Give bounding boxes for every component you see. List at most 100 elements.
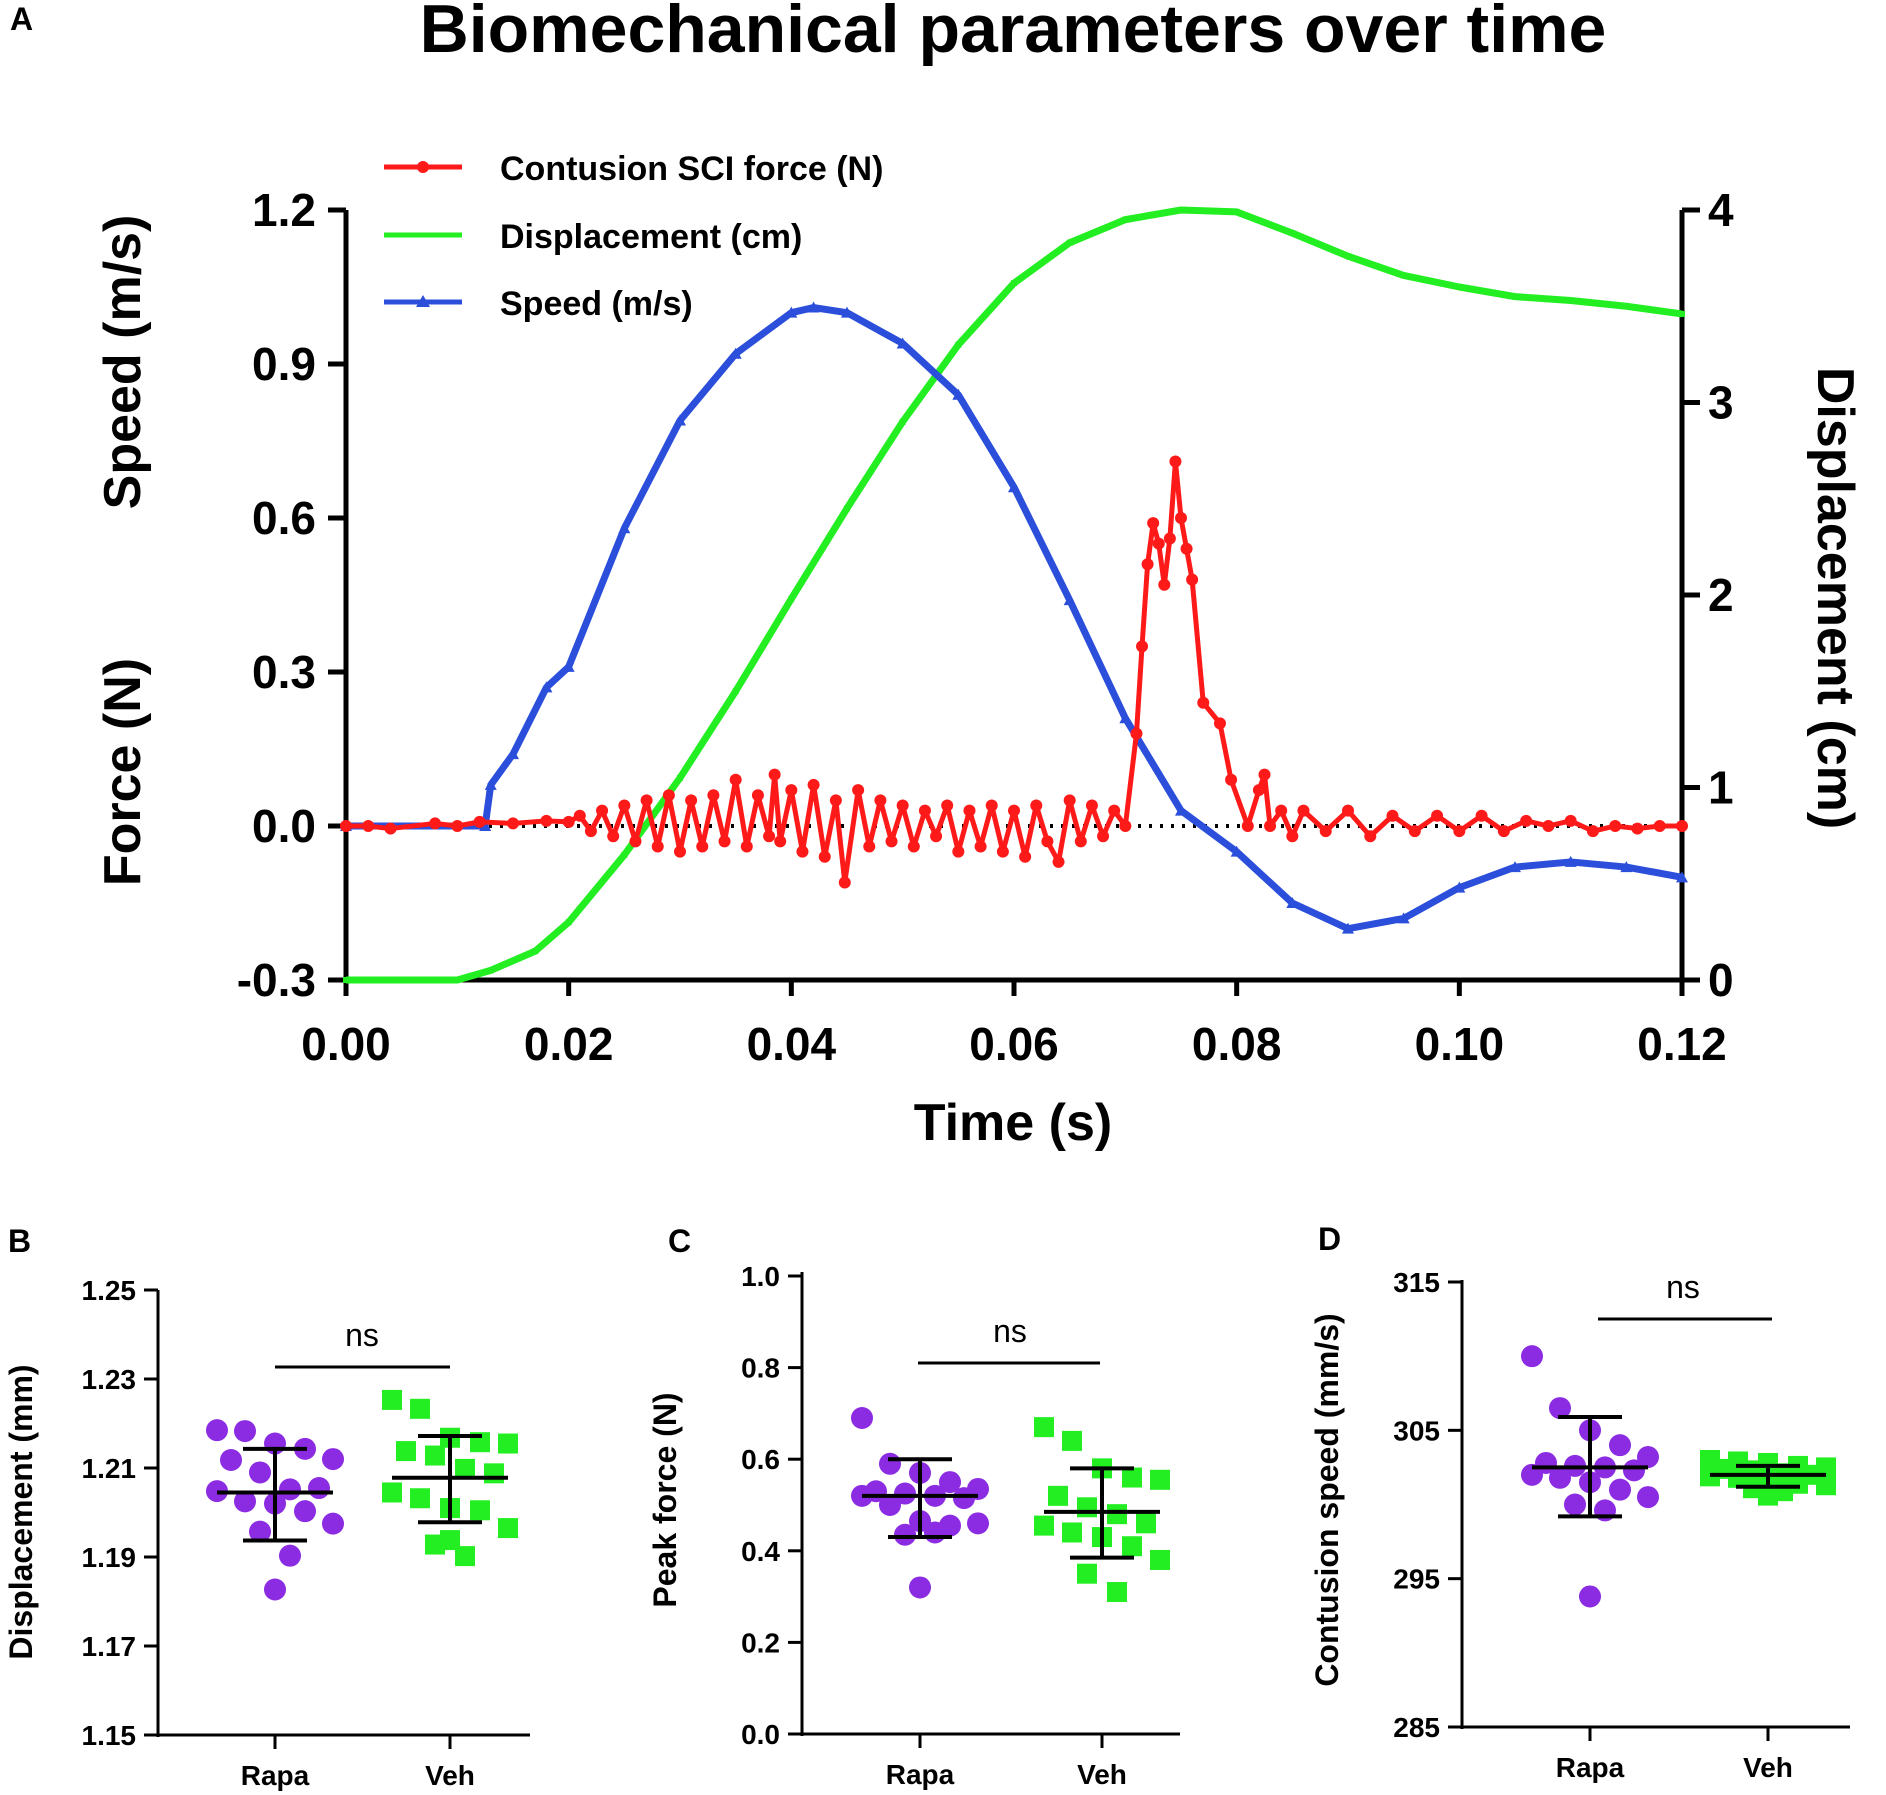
series-group [340, 206, 1688, 984]
data-point-displacement [1289, 230, 1296, 237]
data-point-force [729, 773, 742, 786]
data-point-displacement [1456, 284, 1463, 290]
data-point-veh [1107, 1504, 1127, 1525]
data-point-veh [1034, 1515, 1054, 1536]
data-point-force [507, 817, 519, 830]
data-point-force [662, 789, 675, 802]
y-tick-label: 285 [1393, 1712, 1440, 1743]
data-point-veh [1077, 1497, 1097, 1518]
data-point-force [1108, 804, 1121, 817]
data-point-force [751, 789, 764, 802]
data-point-force [1147, 517, 1160, 530]
data-point-veh [1062, 1522, 1082, 1543]
data-point-force [896, 799, 909, 812]
data-point-veh [1150, 1549, 1170, 1570]
right-y-tick-label: 0 [1708, 954, 1734, 1006]
data-point-veh [1816, 1475, 1836, 1496]
data-point-force [340, 820, 352, 832]
data-point-force [562, 815, 575, 828]
data-point-force [1186, 573, 1199, 586]
data-point-force [1041, 835, 1054, 848]
data-point-rapa [894, 1482, 916, 1505]
x-category-label: Veh [425, 1760, 475, 1791]
data-point-force [1141, 558, 1154, 571]
data-point-veh [470, 1500, 490, 1521]
y-tick-label: 1.25 [82, 1275, 137, 1306]
left-y-tick-label: 0.3 [252, 646, 316, 698]
data-point-force [874, 794, 887, 807]
data-point-force [885, 835, 898, 848]
left-y-tick-label: 0.0 [252, 800, 316, 852]
data-point-force [1119, 820, 1132, 832]
data-point-displacement [788, 595, 795, 602]
y-axis-label-force: Force (N) [94, 658, 152, 886]
data-point-speed [618, 522, 631, 534]
left-y-tick-label: 1.2 [252, 184, 316, 236]
data-point-veh [1136, 1513, 1156, 1534]
data-point-force [1631, 822, 1644, 835]
data-point-force [1286, 830, 1299, 843]
x-category-label: Veh [1077, 1759, 1127, 1790]
data-point-force [1241, 820, 1254, 832]
data-point-rapa [1623, 1459, 1645, 1482]
data-point-force [696, 840, 709, 853]
significance-label-c: ns [993, 1313, 1027, 1349]
y-tick-label: 0.6 [741, 1444, 780, 1475]
y-axis-label-displacement: Displacement (cm) [1806, 367, 1864, 829]
data-point-veh [1122, 1467, 1142, 1488]
data-point-veh [1077, 1563, 1097, 1584]
data-point-displacement [1623, 303, 1630, 310]
data-point-force [907, 840, 920, 853]
data-point-force [1453, 825, 1466, 838]
right-y-tick-label: 4 [1708, 184, 1734, 236]
data-point-rapa [1564, 1493, 1586, 1516]
x-tick-label: 0.04 [747, 1018, 837, 1070]
data-point-displacement [1011, 280, 1017, 287]
data-point-veh [455, 1546, 475, 1567]
data-point-displacement [1400, 272, 1407, 279]
y-axis-label-c: Peak force (N) [647, 1392, 683, 1607]
legend-label-speed: Speed (m/s) [500, 285, 693, 323]
data-point-force [618, 799, 631, 812]
data-point-force [807, 778, 820, 791]
data-point-force [685, 794, 698, 807]
data-point-rapa [234, 1490, 256, 1513]
data-point-speed [674, 414, 686, 426]
data-point-veh [410, 1488, 430, 1509]
data-point-force [1564, 814, 1577, 827]
legend-label-displacement: Displacement (cm) [500, 218, 802, 256]
data-point-veh [410, 1398, 430, 1419]
data-point-speed [1453, 881, 1466, 893]
data-point-force [707, 789, 720, 802]
left-y-tick-label: -0.3 [237, 954, 316, 1006]
data-point-force [1297, 804, 1310, 817]
data-point-veh [396, 1441, 416, 1462]
data-point-rapa [1609, 1478, 1631, 1501]
data-point-rapa [967, 1512, 989, 1535]
data-point-speed [807, 301, 820, 313]
data-point-rapa [206, 1419, 228, 1442]
y-tick-label: 305 [1393, 1415, 1440, 1446]
data-point-force [974, 840, 987, 853]
data-marks-c [851, 1406, 1170, 1603]
data-point-speed [1342, 922, 1354, 934]
data-point-speed [1620, 861, 1633, 873]
data-point-force [674, 845, 686, 858]
x-categories-b: Rapa Veh [241, 1735, 475, 1791]
data-point-speed [841, 306, 853, 318]
data-point-displacement [677, 774, 683, 781]
data-point-force [829, 794, 842, 807]
y-tick-label: 1.21 [82, 1453, 137, 1484]
x-tick-label: 0.12 [1637, 1018, 1727, 1070]
data-point-force [473, 815, 486, 828]
y-ticks-c: 0.0 0.2 0.4 0.6 0.8 1.0 [741, 1261, 802, 1750]
data-point-force [584, 825, 597, 838]
panel-label-a: A [10, 1, 33, 37]
data-point-speed [479, 820, 492, 831]
data-point-veh [1034, 1417, 1054, 1438]
data-point-speed [952, 388, 965, 400]
data-point-veh [440, 1530, 460, 1551]
data-point-force [596, 804, 609, 817]
y-tick-label: 1.23 [82, 1364, 137, 1395]
y-tick-label: 315 [1393, 1267, 1440, 1298]
